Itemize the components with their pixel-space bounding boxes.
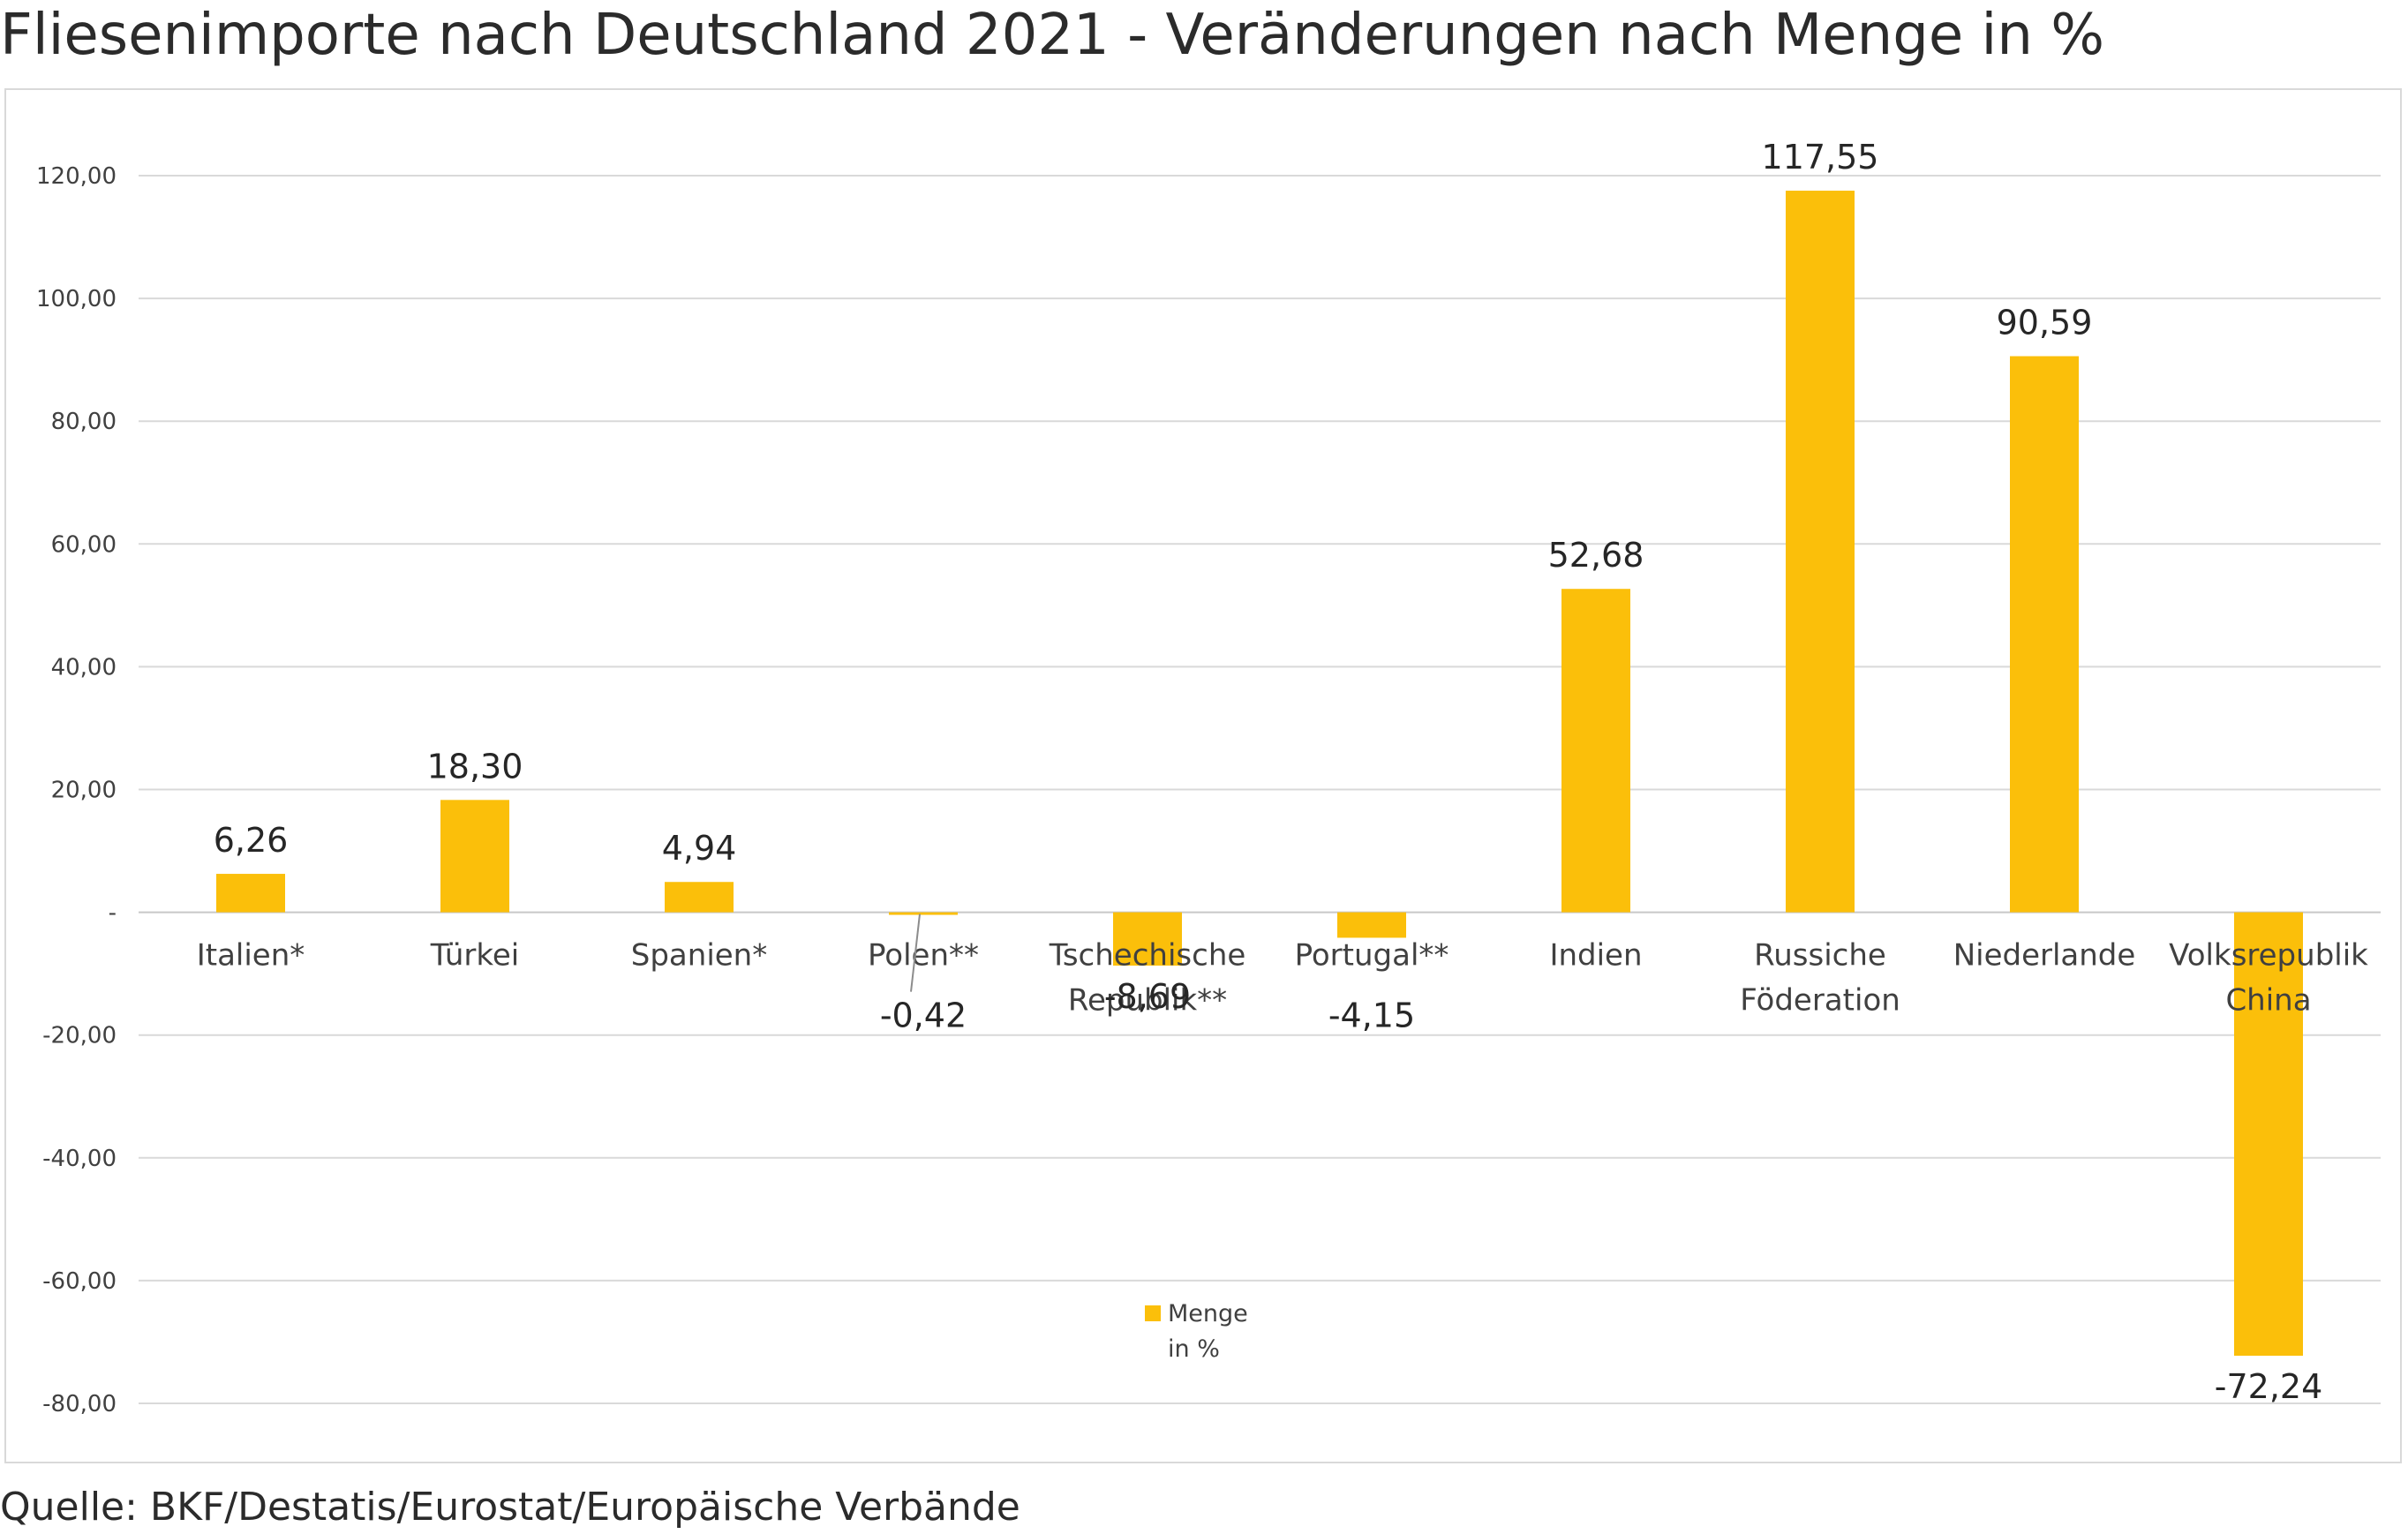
y-tick-label: -60,00 [42, 1268, 117, 1295]
chart-title: Fliesenimporte nach Deutschland 2021 - V… [0, 3, 2105, 68]
category-label: Spanien* [631, 938, 767, 974]
category-label: Italien* [197, 938, 305, 974]
data-label: -0,42 [880, 996, 967, 1035]
bar [440, 800, 509, 913]
data-label: 117,55 [1762, 138, 1879, 177]
chart-area: 120,00 100,00 80,00 60,00 40,00 20,00 - -20,00 -… [4, 88, 2402, 1463]
legend-label: Menge in % [1168, 1300, 1248, 1363]
legend-swatch [1145, 1305, 1161, 1321]
category-label: Russiche Föderation [1740, 938, 1900, 1019]
data-label: 6,26 [214, 821, 289, 860]
y-tick-label: 80,00 [51, 409, 117, 435]
bar [1561, 589, 1630, 913]
bar [216, 874, 285, 913]
category-label: Polen** [868, 938, 979, 974]
category-label: Portugal** [1295, 938, 1449, 974]
data-label: 90,59 [1997, 304, 2093, 342]
y-tick-label: 60,00 [51, 531, 117, 558]
bar [2234, 912, 2303, 1357]
bar [889, 912, 958, 915]
y-tick-label: -20,00 [42, 1023, 117, 1049]
legend: Menge in % [1145, 1300, 1248, 1363]
bar [1113, 912, 1182, 966]
y-tick-label: -40,00 [42, 1146, 117, 1172]
category-label: Türkei [430, 938, 519, 974]
data-label: -8,69 [1104, 977, 1191, 1016]
y-tick-label: 120,00 [36, 163, 117, 190]
bar [1337, 912, 1406, 938]
category-label: Volksrepublik China [2169, 938, 2368, 1019]
category-label: Niederlande [1953, 938, 2136, 974]
y-tick-label: 20,00 [51, 778, 117, 804]
data-label: 18,30 [427, 747, 523, 786]
bars [216, 191, 2303, 1357]
bar [665, 882, 734, 913]
y-tick-label: 100,00 [36, 286, 117, 312]
y-tick-label: 40,00 [51, 654, 117, 681]
category-label: Indien [1549, 938, 1642, 974]
category-labels: Italien* Türkei Spanien* Polen** Tschechisch… [197, 938, 2368, 1019]
y-axis-tick-labels: 120,00 100,00 80,00 60,00 40,00 20,00 - -20,00 -… [36, 163, 117, 1417]
bar-chart: 120,00 100,00 80,00 60,00 40,00 20,00 - -20,00 -… [36, 138, 2381, 1417]
data-label: -72,24 [2215, 1367, 2323, 1406]
gridlines [139, 175, 2381, 1404]
data-labels: 6,26 18,30 4,94 -0,42 -8,69 -4,15 52,68 117,55 9… [214, 138, 2323, 1406]
data-label: 52,68 [1548, 536, 1644, 575]
y-tick-label: - [109, 900, 117, 927]
source-note: Quelle: BKF/Destatis/Eurostat/Europäisch… [0, 1485, 1020, 1530]
category-label: Tschechische Republik** [1049, 938, 1246, 1019]
data-label: -4,15 [1328, 996, 1415, 1035]
y-tick-label: -80,00 [42, 1391, 117, 1417]
bar [1786, 191, 1855, 913]
data-label: 4,94 [662, 829, 737, 868]
data-label-leader [910, 914, 921, 992]
bar [2010, 356, 2079, 913]
